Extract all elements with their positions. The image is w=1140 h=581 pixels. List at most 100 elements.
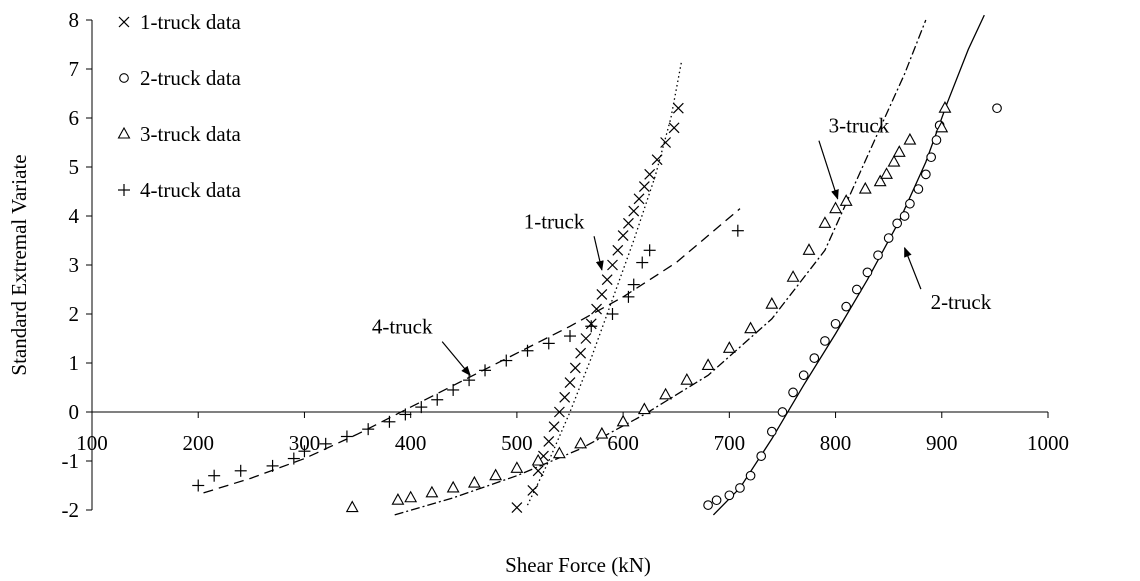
point-1-truck <box>527 484 539 496</box>
point-1-truck <box>553 406 565 418</box>
point-4-truck <box>636 256 649 269</box>
point-1-truck <box>622 217 634 229</box>
point-3-truck <box>701 358 715 371</box>
point-1-truck <box>660 137 672 148</box>
point-3-truck <box>446 480 460 493</box>
point-2-truck <box>931 135 942 145</box>
point-3-truck <box>858 181 872 194</box>
point-1-truck <box>532 465 544 477</box>
y-tick-label: -1 <box>62 449 80 473</box>
legend-label-2-truck: 2-truck data <box>140 66 242 90</box>
callout-label-3-truck: 3-truck <box>829 114 890 138</box>
point-3-truck <box>873 174 887 187</box>
callout-arrow-3-truck <box>818 140 839 200</box>
point-2-truck <box>809 353 820 363</box>
point-3-truck <box>425 485 439 498</box>
fit-curves <box>203 14 985 516</box>
point-4-truck <box>192 479 205 492</box>
point-3-truck <box>574 436 588 449</box>
x-tick-label: 1000 <box>1027 431 1069 455</box>
fit-curve-4-truck <box>203 208 741 494</box>
point-2-truck <box>735 483 745 493</box>
legend-label-4-truck: 4-truck data <box>140 178 242 202</box>
point-1-truck <box>575 347 587 359</box>
point-3-truck <box>345 500 359 513</box>
point-4-truck <box>521 344 534 357</box>
x-axis-title: Shear Force (kN) <box>505 553 651 577</box>
point-3-truck <box>391 493 405 505</box>
point-3-truck <box>552 446 566 459</box>
legend-marker-4-truck <box>118 184 130 196</box>
point-2-truck <box>992 103 1002 114</box>
point-4-truck <box>287 452 300 465</box>
point-2-truck <box>820 336 830 346</box>
point-3-truck <box>829 201 842 214</box>
x-tick-label: 200 <box>182 431 214 455</box>
point-1-truck <box>628 205 640 217</box>
point-3-truck <box>616 414 630 427</box>
point-3-truck <box>722 341 736 353</box>
y-tick-label: 7 <box>69 57 80 81</box>
point-4-truck <box>362 423 375 436</box>
point-2-truck <box>883 233 894 243</box>
y-tick-label: 8 <box>69 8 80 32</box>
point-3-truck <box>510 461 524 473</box>
y-tick-label: 1 <box>69 351 80 375</box>
point-3-truck <box>880 167 893 179</box>
point-4-truck <box>399 408 412 421</box>
point-4-truck <box>463 374 476 387</box>
point-1-truck <box>638 181 650 193</box>
annotations: 1-truck 2-truck 3-truck 4-truck <box>372 114 992 377</box>
y-axis-title: Standard Extremal Variate <box>7 154 31 375</box>
y-tick-label: 4 <box>69 204 80 228</box>
point-1-truck <box>644 168 656 180</box>
point-4-truck <box>319 437 332 450</box>
point-2-truck <box>905 198 915 209</box>
point-3-truck <box>765 297 779 309</box>
point-3-truck <box>938 101 952 113</box>
point-3-truck <box>467 475 481 488</box>
point-4-truck <box>266 459 279 472</box>
callout-arrow-2-truck <box>904 246 922 290</box>
data-points <box>192 101 1002 513</box>
callout-label-4-truck: 4-truck <box>372 315 433 339</box>
x-tick-label: 500 <box>501 431 533 455</box>
legend-marker-3-truck <box>117 126 131 139</box>
point-4-truck <box>542 337 555 350</box>
point-3-truck <box>595 426 609 439</box>
point-4-truck <box>415 401 428 414</box>
point-3-truck <box>531 453 545 466</box>
point-3-truck <box>892 145 906 157</box>
point-1-truck <box>633 193 645 205</box>
point-3-truck <box>786 270 800 282</box>
point-1-truck <box>580 333 592 344</box>
point-2-truck <box>756 451 767 461</box>
point-2-truck <box>899 211 910 221</box>
point-2-truck <box>711 495 722 506</box>
point-4-truck <box>643 244 656 257</box>
point-3-truck <box>659 387 673 400</box>
y-tick-label: 2 <box>69 302 80 326</box>
y-tick-label: 0 <box>69 400 80 424</box>
point-3-truck <box>887 154 901 167</box>
y-tick-label: 5 <box>69 155 80 179</box>
point-1-truck <box>617 230 629 242</box>
point-4-truck <box>479 364 492 377</box>
legend-label-3-truck: 3-truck data <box>140 122 242 146</box>
y-tick-label: 3 <box>69 253 80 277</box>
point-4-truck <box>447 383 460 396</box>
x-tick-label: 700 <box>714 431 746 455</box>
point-4-truck <box>731 224 744 237</box>
point-4-truck <box>627 278 640 291</box>
point-4-truck <box>564 330 576 343</box>
point-1-truck <box>548 421 560 433</box>
fit-curve-3-truck <box>394 19 927 516</box>
legend-marker-2-truck <box>119 73 129 83</box>
callout-arrow-4-truck <box>441 341 471 377</box>
point-4-truck <box>431 393 444 406</box>
point-1-truck <box>511 502 523 513</box>
point-4-truck <box>340 430 353 443</box>
point-1-truck <box>651 154 663 166</box>
